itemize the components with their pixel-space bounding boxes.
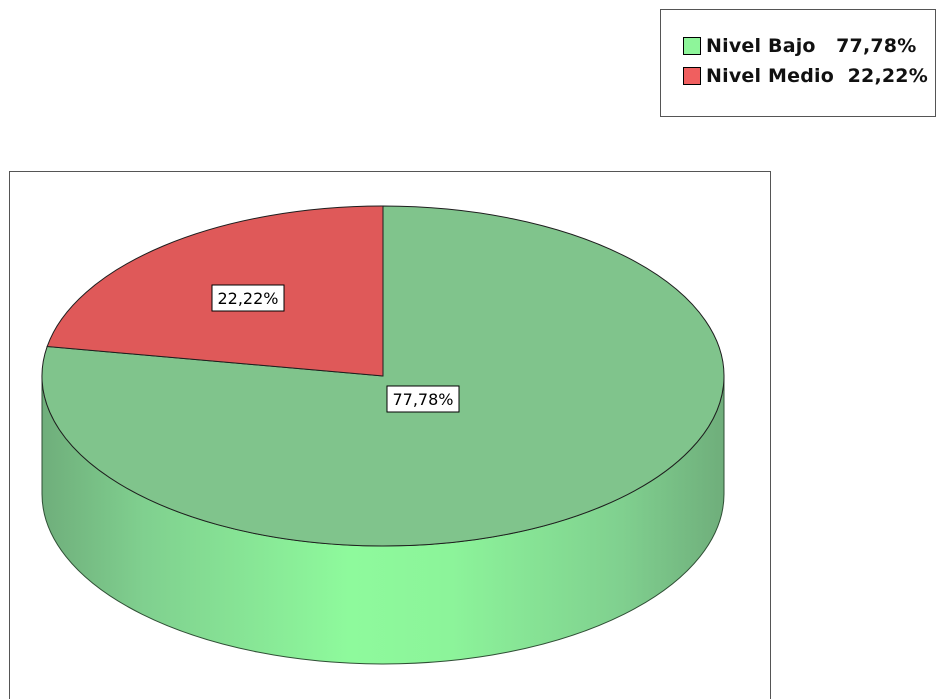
svg-text:22,22%: 22,22% <box>217 289 278 308</box>
legend-label-nivel-medio: Nivel Medio 22,22% <box>706 65 928 87</box>
legend-swatch-nivel-medio <box>683 67 701 85</box>
legend: Nivel Bajo 77,78% Nivel Medio 22,22% <box>660 9 936 117</box>
chart-frame: 77,78% 22,22% <box>9 171 771 699</box>
pie-data-labels: 77,78% 22,22% <box>211 284 460 413</box>
data-label-nivel-bajo: 77,78% <box>386 385 460 413</box>
legend-item-nivel-medio: Nivel Medio 22,22% <box>683 65 928 87</box>
data-label-nivel-medio: 22,22% <box>211 284 285 312</box>
legend-swatch-nivel-bajo <box>683 37 701 55</box>
pie-top-face <box>41 205 725 547</box>
legend-label-nivel-bajo: Nivel Bajo 77,78% <box>706 35 917 57</box>
pie-chart: 77,78% 22,22% <box>41 205 725 665</box>
svg-text:77,78%: 77,78% <box>392 390 453 409</box>
legend-item-nivel-bajo: Nivel Bajo 77,78% <box>683 35 916 57</box>
